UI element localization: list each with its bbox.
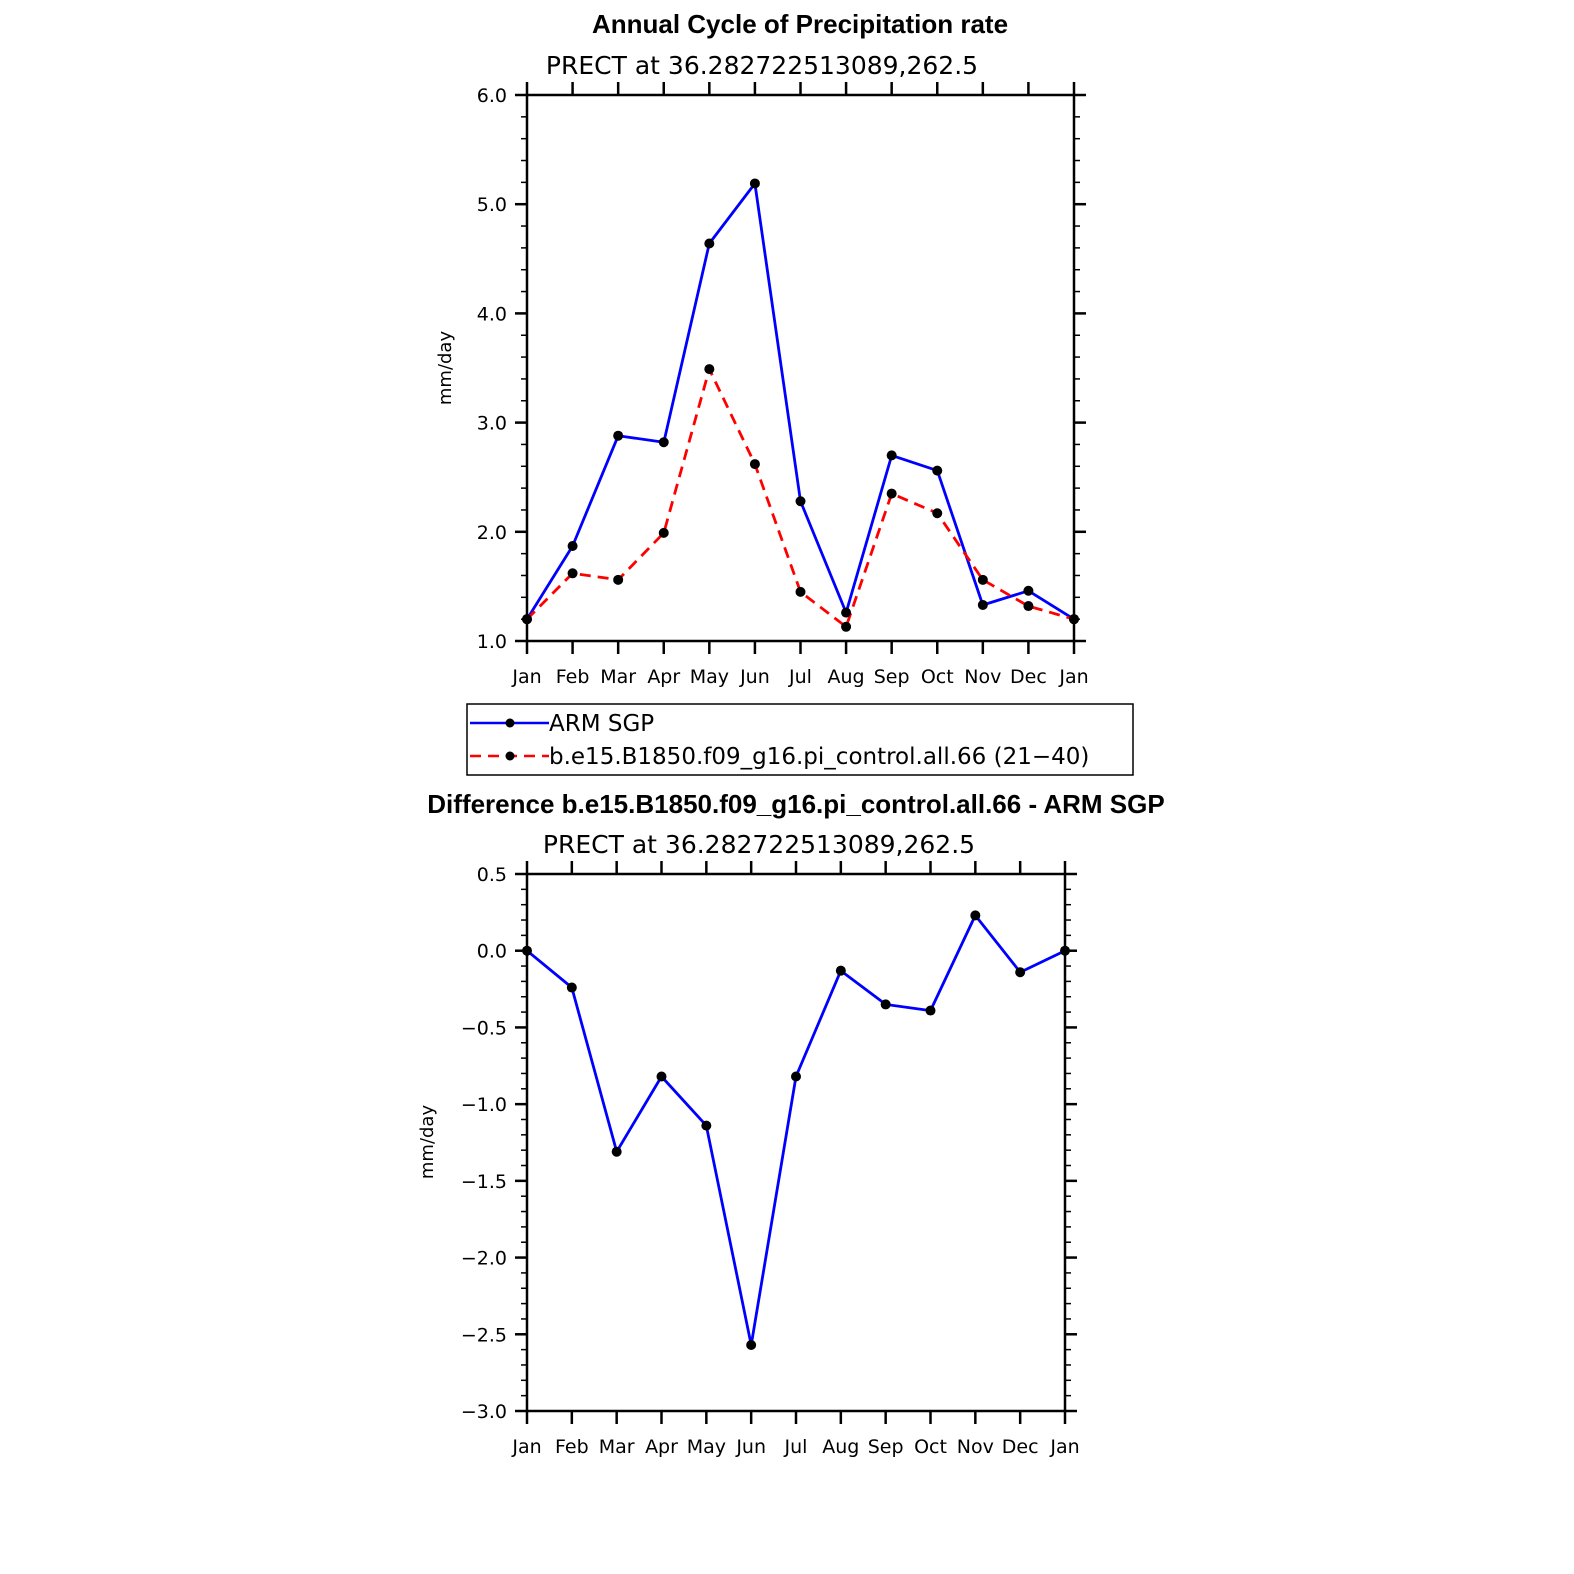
- y-tick-label: −1.0: [461, 1094, 507, 1116]
- y-tick-label: 1.0: [477, 631, 507, 653]
- data-point-0-1: [841, 621, 852, 632]
- y-tick-label: −2.0: [461, 1248, 507, 1270]
- data-point-0-1: [977, 574, 988, 585]
- data-point-0-1: [658, 527, 669, 538]
- data-point-1-0: [701, 1120, 712, 1131]
- data-point-0-1: [522, 614, 532, 625]
- y-tick-label: 2.0: [477, 522, 507, 544]
- data-point-1-0: [880, 999, 891, 1010]
- data-point-0-0: [841, 607, 852, 618]
- y-tick-label: −3.0: [461, 1401, 507, 1423]
- data-point-0-1: [795, 586, 806, 597]
- data-point-1-0: [746, 1340, 757, 1351]
- plot-frame-1: [525, 872, 1067, 1413]
- top-y-axis-label: mm/day: [435, 331, 456, 406]
- y-tick-label: 4.0: [477, 303, 507, 325]
- bottom-plot-area: −3.0 −2.5 −2.0 −1.5 −1.0 −0.5 0.0 0.5 Jan Feb Mar A…: [461, 861, 1080, 1458]
- legend-marker-model: [505, 751, 515, 761]
- x-tick-label: Jan: [511, 666, 541, 688]
- plot-frame-0: [525, 93, 1076, 643]
- y-tick-label: 0.0: [477, 941, 507, 963]
- x-tick-label: May: [687, 1436, 726, 1458]
- x-tick-label: Sep: [868, 1436, 904, 1458]
- x-tick-label: Jan: [1058, 666, 1088, 688]
- x-tick-label: Aug: [822, 1436, 859, 1458]
- data-point-1-0: [1060, 945, 1070, 956]
- y-tick-label: 0.5: [477, 864, 507, 886]
- data-point-1-0: [791, 1071, 801, 1082]
- x-tick-label: Dec: [1002, 1436, 1039, 1458]
- data-point-0-0: [977, 599, 988, 610]
- series-line-1-0: [526, 914, 1066, 1347]
- data-point-1-0: [611, 1146, 622, 1157]
- data-point-1-0: [835, 965, 846, 976]
- data-point-0-1: [749, 459, 760, 470]
- data-point-0-1: [932, 508, 943, 519]
- x-tick-label: Oct: [921, 666, 954, 688]
- series-line-0-0: [525, 182, 1075, 621]
- data-point-1-0: [1015, 967, 1026, 978]
- data-point-0-1: [613, 574, 624, 585]
- data-point-0-1: [567, 568, 578, 579]
- data-point-1-0: [656, 1071, 667, 1082]
- x-tick-label: Nov: [957, 1436, 994, 1458]
- data-point-0-0: [932, 465, 943, 476]
- data-point-0-1: [1069, 614, 1079, 625]
- x-tick-label: Feb: [556, 666, 590, 688]
- x-tick-label: Mar: [599, 1436, 635, 1458]
- legend-marker-arm-sgp: [505, 718, 515, 728]
- top-chart-title: Annual Cycle of Precipitation rate: [592, 9, 1008, 39]
- x-tick-label: Feb: [555, 1436, 589, 1458]
- data-point-0-0: [886, 450, 897, 461]
- x-tick-label: Jul: [784, 1436, 808, 1458]
- x-tick-label: Sep: [874, 666, 910, 688]
- legend: ARM SGP b.e15.B1850.f09_g16.pi_control.a…: [466, 703, 1134, 776]
- x-tick-label: Dec: [1010, 666, 1047, 688]
- x-tick-label: Jan: [1049, 1436, 1079, 1458]
- data-point-1-0: [522, 945, 532, 956]
- data-point-0-1: [704, 364, 715, 375]
- legend-label-model: b.e15.B1850.f09_g16.pi_control.all.66 (2…: [549, 744, 1089, 770]
- data-point-0-1: [1023, 601, 1034, 612]
- x-tick-label: Nov: [964, 666, 1001, 688]
- x-tick-label: Jul: [788, 666, 812, 688]
- data-point-0-1: [886, 488, 897, 499]
- bottom-chart-subtitle: PRECT at 36.282722513089,262.5: [543, 830, 975, 859]
- x-tick-label: Apr: [645, 1436, 678, 1458]
- y-tick-label: −2.5: [461, 1324, 507, 1346]
- data-point-0-0: [795, 496, 806, 507]
- bottom-chart-title: Difference b.e15.B1850.f09_g16.pi_contro…: [427, 789, 1164, 819]
- x-tick-label: Jun: [739, 666, 770, 688]
- data-point-1-0: [970, 910, 981, 921]
- x-tick-label: Apr: [647, 666, 680, 688]
- x-tick-label: Jun: [735, 1436, 766, 1458]
- y-tick-label: 3.0: [477, 413, 507, 435]
- top-plot-area: 1.0 2.0 3.0 4.0 5.0 6.0 Jan Feb Mar Apr May Jun Jul A…: [477, 82, 1089, 688]
- data-point-0-0: [613, 430, 624, 441]
- data-point-0-0: [704, 238, 715, 249]
- x-tick-label: Jan: [511, 1436, 541, 1458]
- y-tick-label: −0.5: [461, 1017, 507, 1039]
- top-chart-subtitle: PRECT at 36.282722513089,262.5: [546, 51, 978, 80]
- bottom-y-axis-label: mm/day: [417, 1105, 438, 1180]
- x-tick-label: May: [690, 666, 729, 688]
- data-point-0-0: [1023, 585, 1034, 596]
- x-tick-label: Oct: [914, 1436, 947, 1458]
- data-point-0-0: [749, 178, 760, 189]
- y-tick-label: 5.0: [477, 194, 507, 216]
- data-point-1-0: [566, 982, 577, 993]
- x-tick-label: Aug: [828, 666, 865, 688]
- x-tick-label: Mar: [600, 666, 636, 688]
- data-point-0-0: [658, 437, 669, 448]
- data-point-1-0: [925, 1005, 936, 1016]
- legend-label-arm-sgp: ARM SGP: [549, 711, 654, 737]
- data-point-0-0: [567, 540, 578, 551]
- legend-box: [466, 703, 1134, 776]
- y-tick-label: 6.0: [477, 85, 507, 107]
- y-tick-label: −1.5: [461, 1171, 507, 1193]
